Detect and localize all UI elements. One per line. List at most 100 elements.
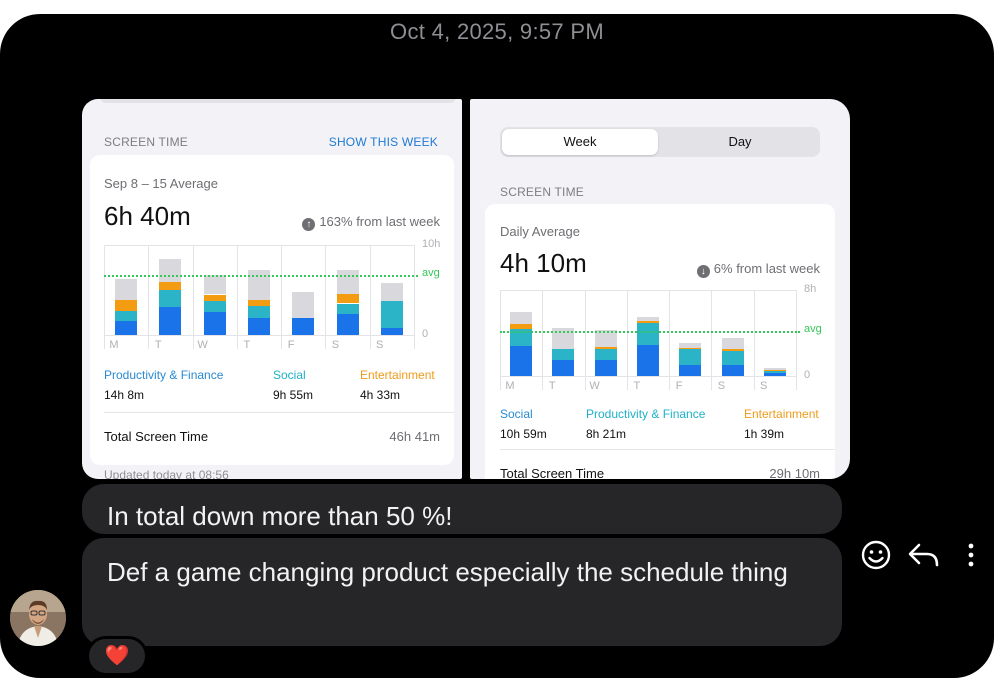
screenshot-attachment-1[interactable]: SCREEN TIME SHOW THIS WEEK Sep 8 – 15 Av… [82,99,462,479]
reply-arrow-icon[interactable] [905,537,941,573]
bar-segment-other [203,274,226,295]
arrow-down-circle-icon: ↓ [696,265,710,278]
gridline [542,290,544,390]
gridline [369,245,371,349]
screen-time-card: Daily Average 4h 10m ↓ 6% from last week … [485,204,835,479]
bar-segment-other [721,338,744,350]
smiley-icon[interactable] [858,537,894,573]
bar-segment-productivity-finance [763,370,786,373]
gridline [500,376,796,377]
message-bubble[interactable]: Def a game changing product especially t… [82,538,842,646]
bar-segment-entertainment [594,346,617,350]
bar-segment-productivity-finance [115,321,138,335]
bar-segment-social [115,310,138,322]
bar-segment-other [248,270,270,300]
bar-M-0 [510,311,533,376]
gridline [500,290,796,291]
bar-segment-other [594,329,617,347]
divider [500,449,835,450]
bar-segment-entertainment [159,281,182,290]
bar-segment-social [637,344,659,376]
bar-segment-entertainment [763,369,786,371]
bar-segment-entertainment [203,294,226,301]
average-label: avg [422,266,440,279]
bar-segment-social [248,306,270,318]
bar-T-1 [552,327,575,376]
day-label: S [717,380,726,392]
day-label: T [633,380,641,392]
sender-avatar[interactable] [10,590,66,646]
average-line [104,274,418,277]
bar-segment-social [510,345,533,376]
bar-F-4 [292,291,315,335]
bar-segment-other [763,368,786,370]
bar-S-5 [721,338,744,376]
bar-segment-productivity-finance [594,349,617,360]
y-tick-top: 8h [804,283,817,295]
bar-segment-productivity-finance [637,323,659,345]
heart-reaction[interactable]: ❤️ [86,636,148,676]
screen-time-card: Sep 8 – 15 Average 6h 40m ↑ 163% from las… [90,155,454,465]
average-value: 6h 40m [104,201,191,231]
day-label: W [197,339,208,351]
y-tick-zero: 0 [422,328,429,340]
bar-segment-productivity-finance [679,349,702,366]
gridline [104,335,414,336]
gridline [796,290,797,390]
day-label: M [109,339,119,351]
legend-productivity: Productivity & Finance 8h 21m [586,407,706,441]
bar-S-6 [763,368,786,376]
gridline [281,245,283,349]
y-tick-top: 10h [422,238,441,250]
segment-week: Week [502,129,658,155]
day-label: W [589,380,600,392]
average-value: 4h 10m [500,248,587,278]
bar-segment-other [115,279,138,300]
bar-segment-other [552,327,575,350]
gridline [626,290,628,390]
bar-segment-social [763,372,786,376]
bar-W-2 [594,329,617,376]
day-label: S [331,339,340,351]
gridline [192,245,194,349]
day-label: T [154,339,162,351]
bar-segment-social [203,300,226,313]
bar-W-2 [203,274,226,335]
bar-segment-productivity-finance [203,312,226,335]
legend-productivity: Productivity & Finance 14h 8m [104,368,224,402]
day-label: T [243,339,251,351]
message-bubble[interactable]: In total down more than 50 %! [82,484,842,534]
gridline [325,245,327,349]
day-label: S [760,380,768,392]
bar-T-3 [637,316,659,376]
gridline [236,245,238,349]
total-label: Total Screen Time [104,429,209,444]
bar-segment-productivity-finance [336,314,359,335]
bar-segment-productivity-finance [552,349,575,360]
more-vertical-icon[interactable] [956,537,986,573]
bar-segment-social [679,365,702,376]
bar-segment-productivity-finance [248,317,270,335]
screenshot-attachment-2[interactable]: Week Day SCREEN TIME Daily Average 4h 10… [470,99,850,479]
bar-segment-entertainment [679,348,702,350]
day-label: T [548,380,556,392]
total-value: 46h 41m [389,429,440,444]
average-line [500,330,800,333]
bar-segment-entertainment [336,293,359,304]
gridline [711,290,713,390]
legend-entertainment: Entertainment 1h 39m [744,407,819,441]
bar-T-3 [248,270,270,335]
segmented-control-partial [100,99,456,103]
bar-segment-other [679,342,702,349]
gridline [104,245,105,349]
bar-segment-other [510,311,533,325]
total-label: Total Screen Time [500,466,605,479]
bar-segment-social [721,365,744,376]
bar-segment-productivity-finance [159,307,182,335]
y-tick-zero: 0 [804,369,811,381]
period-label: Daily Average [500,224,580,239]
updated-text: Updated today at 08:56 [104,468,229,479]
bar-segment-other [380,282,403,301]
average-label: avg [804,322,822,335]
